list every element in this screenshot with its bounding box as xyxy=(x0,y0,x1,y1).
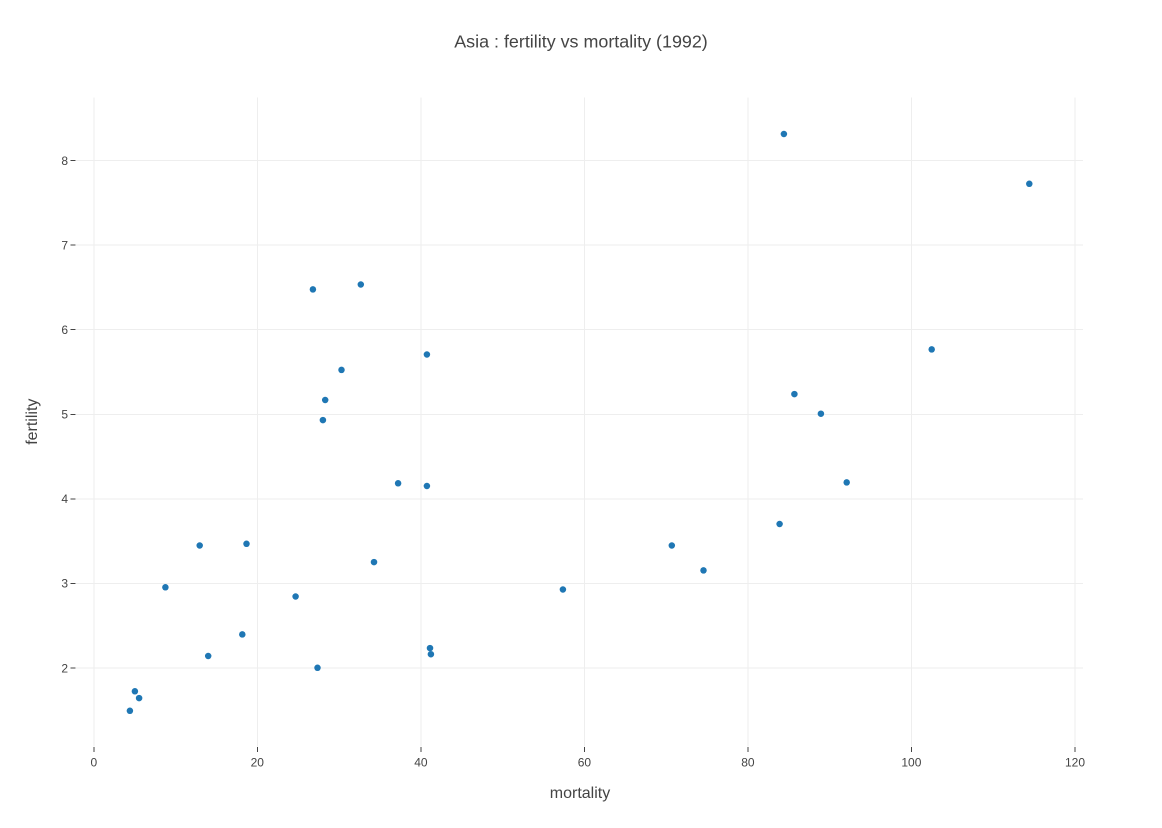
svg-text:100: 100 xyxy=(901,756,921,770)
svg-text:6: 6 xyxy=(61,323,68,337)
svg-text:fertility: fertility xyxy=(24,399,41,445)
svg-text:80: 80 xyxy=(741,756,755,770)
svg-text:Asia : fertility vs mortality: Asia : fertility vs mortality (1992) xyxy=(454,31,708,51)
svg-text:7: 7 xyxy=(61,238,68,252)
svg-text:20: 20 xyxy=(251,756,265,770)
svg-text:mortality: mortality xyxy=(550,785,610,802)
svg-text:2: 2 xyxy=(61,661,68,675)
svg-text:60: 60 xyxy=(578,756,592,770)
svg-text:0: 0 xyxy=(90,756,97,770)
svg-text:5: 5 xyxy=(61,408,68,422)
svg-text:4: 4 xyxy=(61,492,68,506)
svg-text:120: 120 xyxy=(1065,756,1085,770)
svg-text:8: 8 xyxy=(61,154,68,168)
svg-text:3: 3 xyxy=(61,577,68,591)
svg-text:40: 40 xyxy=(414,756,428,770)
